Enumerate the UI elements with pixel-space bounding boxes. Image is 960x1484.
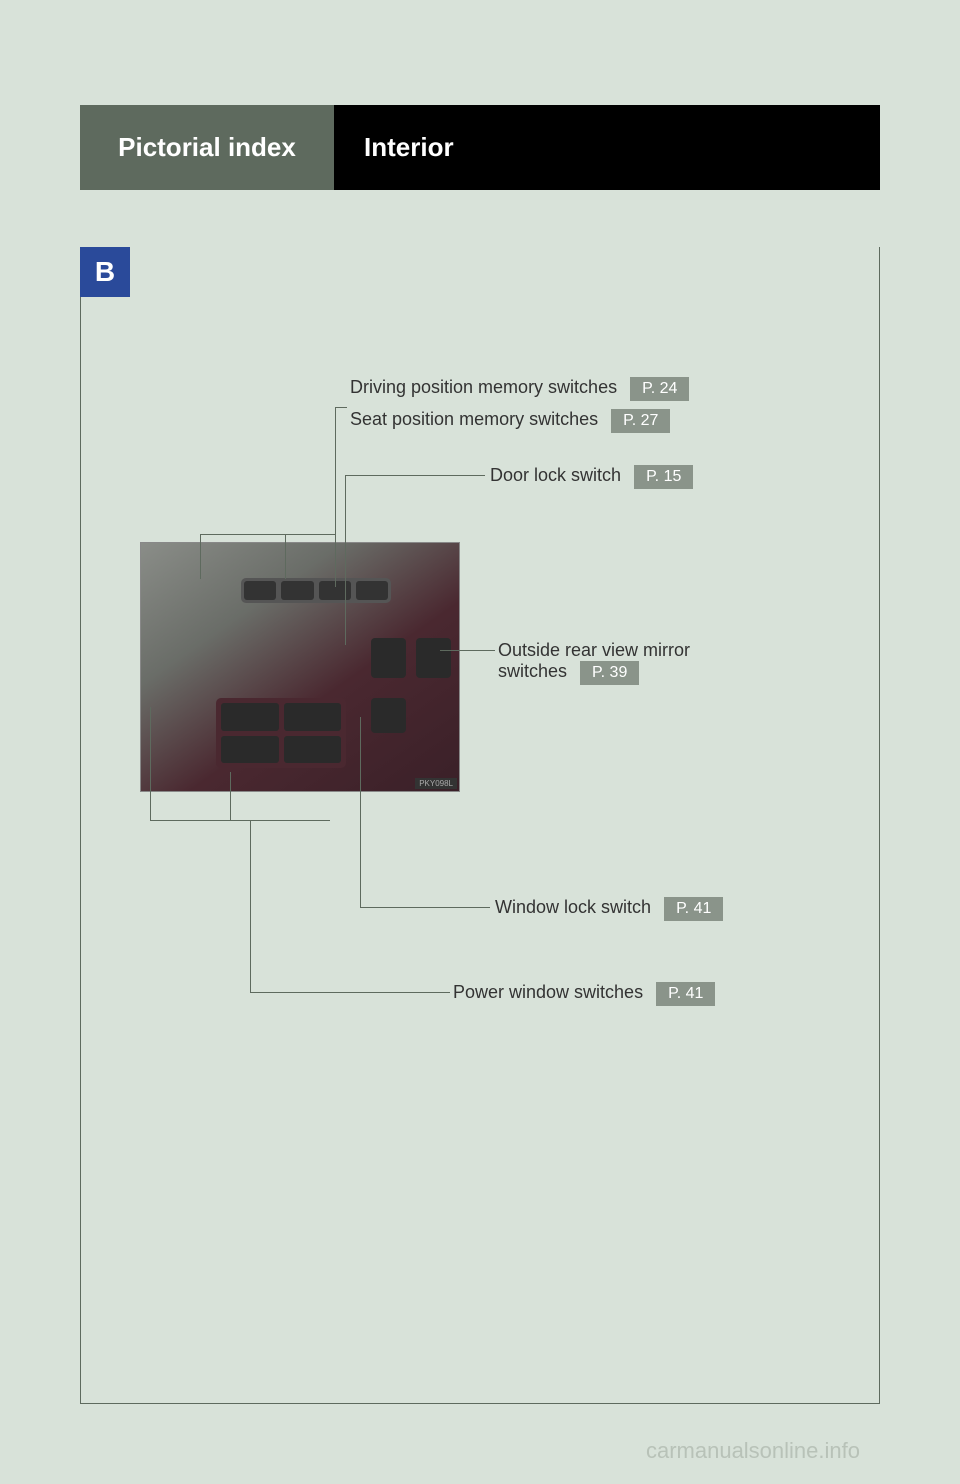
leader-line (200, 534, 201, 579)
door-panel-photo: PKY098L (140, 542, 460, 792)
callout-seat-memory-text: Seat position memory switches (350, 409, 598, 429)
callout-seat-memory: Seat position memory switches P. 27 (350, 409, 670, 433)
page-ref-power-window[interactable]: P. 41 (656, 982, 715, 1006)
leader-line (360, 907, 490, 908)
power-window-switches-icon (216, 698, 346, 768)
page-header: Pictorial index Interior (80, 105, 880, 190)
callout-door-lock: Door lock switch P. 15 (490, 465, 693, 489)
page-ref-seat-memory[interactable]: P. 27 (611, 409, 670, 433)
photo-id-label: PKY098L (415, 778, 457, 789)
door-lock-switch-icon (371, 638, 406, 678)
callout-mirror: Outside rear view mirror switches P. 39 (498, 640, 690, 685)
header-left-text: Pictorial index (118, 132, 296, 163)
page-ref-window-lock[interactable]: P. 41 (664, 897, 723, 921)
callout-power-window: Power window switches P. 41 (453, 982, 715, 1006)
leader-line (285, 534, 286, 579)
callout-mirror-line1: Outside rear view mirror (498, 640, 690, 660)
leader-line (345, 475, 346, 645)
callout-driving-memory: Driving position memory switches P. 24 (350, 377, 689, 401)
leader-line (250, 820, 251, 992)
window-button-icon (284, 703, 342, 731)
diagram-area: Driving position memory switches P. 24 S… (80, 247, 880, 1404)
watermark-text: carmanualsonline.info (646, 1438, 860, 1464)
leader-line (345, 475, 485, 476)
callout-window-lock-text: Window lock switch (495, 897, 651, 917)
leader-line (360, 717, 361, 907)
memory-button-icon (244, 581, 276, 600)
leader-line (335, 407, 347, 408)
header-right-tab: Interior (334, 105, 880, 190)
callout-window-lock: Window lock switch P. 41 (495, 897, 723, 921)
window-lock-switch-icon (371, 698, 406, 733)
page-ref-door-lock[interactable]: P. 15 (634, 465, 693, 489)
callout-door-lock-text: Door lock switch (490, 465, 621, 485)
page-ref-mirror[interactable]: P. 39 (580, 661, 639, 685)
leader-line (150, 820, 330, 821)
leader-line (335, 407, 336, 587)
callout-mirror-line2: switches (498, 661, 567, 681)
window-button-icon (284, 736, 342, 764)
leader-line (440, 650, 495, 651)
leader-line (230, 772, 231, 820)
leader-line (200, 534, 335, 535)
page-ref-driving-memory[interactable]: P. 24 (630, 377, 689, 401)
header-right-text: Interior (364, 132, 454, 163)
memory-switch-row (241, 578, 391, 603)
memory-button-icon (281, 581, 313, 600)
memory-button-icon (356, 581, 388, 600)
mirror-switch-icon (416, 638, 451, 678)
leader-line (250, 992, 450, 993)
header-left-tab: Pictorial index (80, 105, 334, 190)
window-button-icon (221, 703, 279, 731)
leader-line (150, 707, 151, 820)
callout-driving-memory-text: Driving position memory switches (350, 377, 617, 397)
window-button-icon (221, 736, 279, 764)
callout-power-window-text: Power window switches (453, 982, 643, 1002)
